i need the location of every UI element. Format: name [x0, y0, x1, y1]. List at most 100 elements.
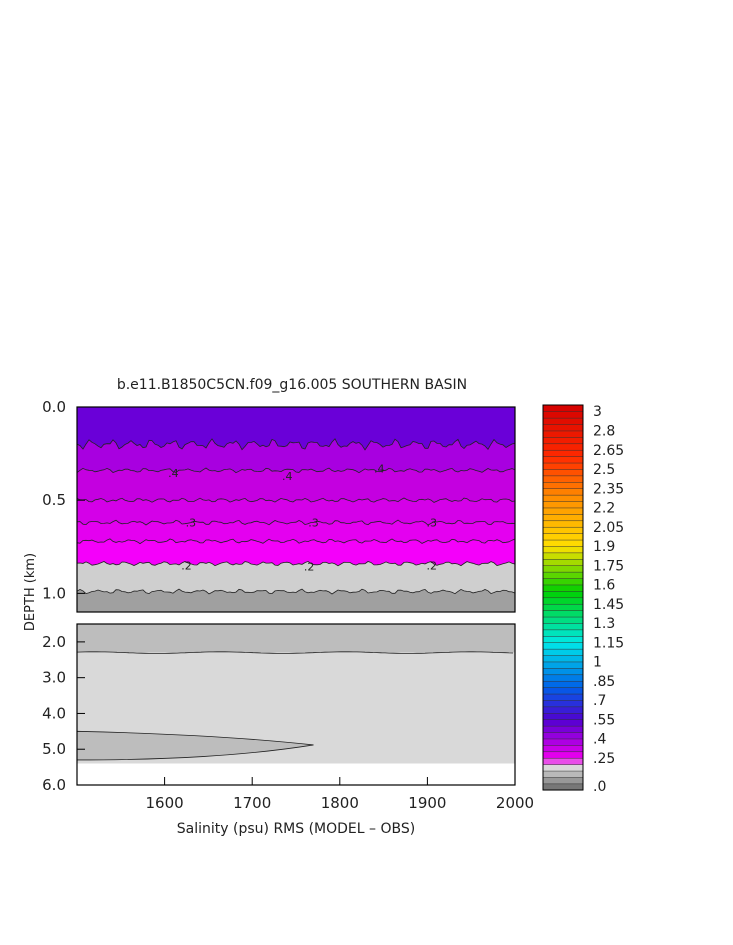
colorbar-swatch: [542, 488, 584, 496]
colorbar: 3 2.8 2.65 2.5 2.35 2.2 2.05 1.9 1.75 1.6 1.45 1.3 1…: [542, 404, 624, 795]
contour-label: .4: [282, 470, 293, 483]
y-axis: 0.0 0.5 1.0 2.0 3.0 4.0 5.0 6.0: [42, 398, 85, 794]
colorbar-swatch: [542, 513, 584, 522]
colorbar-swatch: [542, 616, 584, 624]
colorbar-swatch: [542, 738, 584, 746]
contour-band: [77, 438, 515, 473]
contour-label: .4: [374, 463, 385, 476]
x-tick-label: 1800: [321, 794, 359, 812]
colorbar-swatch: [542, 552, 584, 560]
contour-line: [76, 588, 516, 595]
colorbar-swatch: [542, 629, 584, 637]
contour-line: [76, 467, 516, 474]
colorbar-label: .55: [593, 712, 615, 728]
colorbar-swatch: [542, 558, 584, 566]
contour-label: .2: [427, 559, 438, 572]
colorbar-swatch: [542, 744, 584, 753]
y-tick-label: 3.0: [42, 669, 66, 687]
colorbar-swatch: [542, 622, 584, 631]
contour-label: .3: [427, 517, 438, 530]
colorbar-swatch: [542, 443, 584, 451]
contour-band: [77, 407, 515, 450]
colorbar-swatch: [542, 776, 584, 785]
colorbar-swatch: [542, 699, 584, 708]
colorbar-swatch: [542, 539, 584, 547]
contour-label: .2: [304, 560, 315, 573]
contour-band: [77, 498, 515, 525]
contour-band: [77, 468, 515, 503]
contour-line: [76, 519, 516, 526]
y-tick-label: 4.0: [42, 704, 66, 722]
contour-label: .3: [308, 517, 319, 530]
colorbar-swatch: [542, 565, 584, 573]
contour-line: [76, 560, 516, 567]
colorbar-swatch: [542, 655, 584, 663]
y-tick-label: 1.0: [42, 584, 66, 602]
colorbar-swatch: [542, 404, 584, 412]
colorbar-swatch: [542, 462, 584, 470]
y-tick-label: 6.0: [42, 776, 66, 794]
upper-panel-frame: [76, 406, 516, 613]
colorbar-swatch: [542, 436, 584, 445]
colorbar-swatch: [542, 501, 584, 509]
colorbar-label: 1.3: [593, 616, 615, 632]
colorbar-label: 3: [593, 404, 602, 420]
colorbar-swatch: [542, 674, 584, 682]
x-tick-label: 1700: [233, 794, 271, 812]
contour-label: .2: [181, 559, 192, 572]
colorbar-label: .7: [593, 693, 606, 709]
y-tick-label: 0.0: [42, 398, 66, 416]
colorbar-swatch: [542, 687, 584, 695]
colorbar-label: .85: [593, 674, 615, 690]
colorbar-frame: [542, 404, 584, 791]
colorbar-swatch: [542, 468, 584, 477]
colorbar-swatch: [542, 526, 584, 534]
colorbar-label: 1.75: [593, 558, 624, 574]
colorbar-swatch: [542, 494, 584, 502]
colorbar-swatch: [542, 783, 584, 791]
colorbar-label: 1.45: [593, 597, 624, 613]
deep-tongue-region: [76, 730, 314, 761]
contour-label: .4: [168, 467, 179, 480]
lower-panel-frame: [76, 623, 516, 786]
colorbar-swatch: [542, 719, 584, 727]
colorbar-swatch: [542, 770, 584, 778]
colorbar-label: 2.2: [593, 501, 615, 517]
colorbar-swatch: [542, 578, 584, 586]
colorbar-swatch: [542, 411, 584, 419]
colorbar-swatch: [542, 693, 584, 701]
colorbar-swatch: [542, 648, 584, 656]
colorbar-label: 1.6: [593, 578, 615, 594]
contour-band: [77, 520, 515, 544]
colorbar-swatch: [542, 642, 584, 650]
colorbar-swatch: [542, 475, 584, 483]
colorbar-swatch: [542, 764, 584, 772]
x-tick-label: 1900: [408, 794, 446, 812]
lower-depth-panel: [76, 623, 516, 786]
colorbar-label: .0: [593, 779, 606, 795]
upper-band-region: [77, 624, 515, 653]
colorbar-swatch: [542, 597, 584, 605]
contour-label: .3: [186, 517, 197, 530]
colorbar-swatch: [542, 732, 584, 740]
y-tick-label: 5.0: [42, 740, 66, 758]
colorbar-swatch: [542, 430, 584, 438]
contour-line: [76, 538, 516, 545]
contour-band: [77, 561, 515, 594]
colorbar-swatch: [542, 520, 584, 528]
colorbar-swatch: [542, 757, 584, 765]
colorbar-swatch: [542, 507, 584, 515]
colorbar-swatch: [542, 610, 584, 618]
contour-band: [77, 538, 515, 566]
colorbar-swatch: [542, 590, 584, 599]
colorbar-label: 2.5: [593, 462, 615, 478]
x-tick-label: 1600: [146, 794, 184, 812]
contour-line: [76, 438, 516, 451]
colorbar-label: .25: [593, 751, 615, 767]
contour-band: [77, 589, 515, 612]
colorbar-swatch: [542, 481, 584, 489]
colorbar-label: 1.15: [593, 635, 624, 651]
colorbar-swatch: [542, 661, 584, 669]
colorbar-swatch: [542, 545, 584, 554]
